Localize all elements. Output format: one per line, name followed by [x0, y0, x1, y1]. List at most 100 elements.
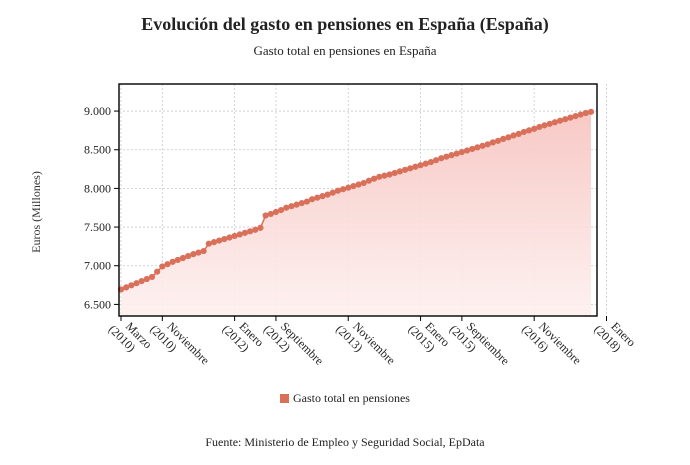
data-point: [531, 125, 538, 132]
x-tick-label: Enero(2018): [591, 319, 638, 354]
data-point: [515, 130, 522, 137]
data-point: [536, 123, 543, 131]
data-point: [200, 247, 207, 255]
data-point: [469, 145, 476, 153]
data-point: [448, 152, 455, 159]
x-tick-label: Septiembre(2012): [261, 319, 327, 368]
x-tick-label: Noviembre(2013): [333, 319, 398, 367]
plot-frame: [118, 83, 598, 317]
data-point: [582, 109, 589, 117]
data-point: [309, 196, 316, 203]
data-point: [432, 157, 440, 164]
data-point: [412, 163, 419, 170]
legend-label: Gasto total en pensiones: [293, 391, 410, 405]
data-point: [257, 224, 264, 231]
data-point: [329, 189, 336, 196]
data-point: [376, 173, 383, 180]
data-point: [283, 204, 290, 211]
data-point: [169, 258, 176, 265]
data-point: [479, 142, 486, 149]
data-point: [272, 208, 280, 216]
data-point: [185, 252, 192, 260]
data-point: [386, 171, 393, 178]
data-point: [360, 179, 367, 187]
y-axis-label: Euros (Millones): [29, 171, 43, 253]
data-point: [241, 229, 249, 236]
data-point: [417, 162, 424, 169]
y-tick-label: 6.500: [84, 297, 111, 311]
data-point: [510, 132, 517, 139]
data-point: [396, 168, 403, 175]
y-tick-label: 9.000: [84, 104, 111, 118]
data-point: [205, 240, 212, 247]
data-point: [541, 122, 548, 129]
data-point: [438, 155, 445, 162]
data-point: [494, 137, 502, 144]
data-point: [520, 128, 527, 136]
data-point: [319, 193, 326, 200]
data-point: [128, 282, 135, 289]
chart-title: Evolución del gasto en pensiones en Espa…: [141, 14, 549, 34]
data-point: [252, 226, 259, 233]
data-point: [143, 275, 150, 283]
data-point: [484, 141, 491, 148]
data-point: [123, 284, 130, 291]
y-tick-label: 8.500: [84, 143, 111, 157]
data-point: [288, 203, 295, 210]
x-tick-label: Enero(2015): [405, 319, 452, 354]
data-point: [474, 144, 481, 151]
data-point: [345, 184, 352, 191]
data-point: [422, 160, 429, 167]
data-point: [489, 139, 496, 146]
x-tick-label: Marzo(2010): [106, 319, 155, 354]
x-tick-label: Enero(2012): [220, 319, 267, 354]
legend: Gasto total en pensiones: [0, 391, 690, 406]
data-point: [587, 108, 595, 115]
data-point: [314, 194, 321, 201]
data-point: [262, 212, 269, 219]
x-tick-label: Septiembre(2015): [447, 319, 513, 368]
data-point: [138, 278, 145, 285]
data-point: [247, 228, 254, 235]
data-point: [216, 237, 223, 244]
x-tick-label: Noviembre(2010): [147, 319, 212, 367]
data-point: [303, 198, 311, 205]
data-point: [226, 234, 233, 241]
y-tick-label: 7.000: [84, 259, 111, 273]
data-point: [278, 206, 285, 214]
data-point: [577, 111, 584, 118]
data-point: [293, 201, 300, 208]
data-point: [164, 261, 171, 268]
data-point: [324, 191, 331, 198]
data-point: [339, 186, 347, 193]
data-point: [267, 210, 274, 218]
data-point: [334, 187, 342, 194]
data-point: [298, 199, 305, 207]
data-point: [210, 239, 218, 246]
data-point: [154, 268, 161, 275]
data-point: [427, 159, 434, 166]
data-point: [443, 153, 450, 160]
data-point: [572, 112, 579, 120]
data-point: [355, 181, 362, 188]
data-point: [505, 134, 512, 141]
data-point: [546, 120, 553, 127]
data-point: [174, 256, 181, 264]
data-point: [391, 169, 398, 177]
data-point: [231, 232, 238, 240]
x-tick-label: Noviembre(2016): [519, 319, 584, 367]
data-point: [551, 119, 558, 126]
data-point: [381, 172, 388, 179]
data-point: [365, 177, 373, 184]
data-point: [401, 166, 409, 173]
data-point: [133, 280, 140, 287]
data-point: [500, 135, 507, 143]
data-point: [458, 148, 465, 156]
data-point: [370, 175, 378, 182]
data-point: [407, 165, 414, 172]
data-point: [567, 114, 574, 121]
chart-subtitle: Gasto total en pensiones en España: [253, 43, 437, 58]
data-point: [463, 147, 471, 154]
data-point: [148, 273, 156, 281]
series-area: [121, 111, 591, 316]
